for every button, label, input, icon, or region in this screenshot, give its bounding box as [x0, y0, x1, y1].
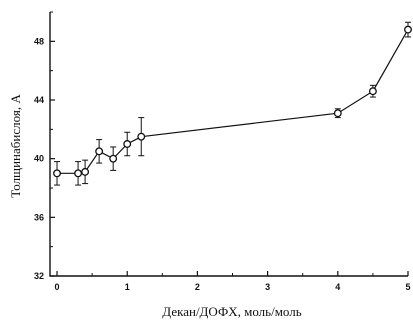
- axis-frame: [49, 12, 408, 277]
- x-axis-title: Декан/ДОФХ, моль/моль: [162, 304, 301, 319]
- y-tick-label: 36: [34, 212, 44, 222]
- data-point: [53, 169, 61, 178]
- data-point: [123, 140, 132, 148]
- y-tick-label: 40: [34, 154, 44, 164]
- x-tick-label: 0: [55, 282, 60, 292]
- data-point: [95, 147, 104, 156]
- x-tick-label: 3: [265, 282, 270, 292]
- data-point: [404, 25, 412, 34]
- y-tick-label: 32: [34, 271, 44, 281]
- y-axis-title: Толщинабислоя, А: [8, 94, 23, 198]
- x-tick-label: 4: [335, 282, 340, 292]
- x-tick-label: 2: [195, 282, 200, 292]
- series-line: [57, 29, 409, 174]
- data-point: [137, 132, 146, 141]
- x-ticks: 0 1 2 3 4 5: [55, 271, 411, 292]
- data-point: [81, 167, 90, 176]
- y-tick-label: 48: [34, 36, 44, 46]
- data-point: [109, 154, 118, 163]
- plot-area: 0 1 2 3 4 5 32 36 40 44 48: [34, 11, 412, 292]
- data-point: [333, 109, 342, 118]
- x-tick-label: 1: [125, 282, 130, 292]
- y-tick-label: 44: [34, 95, 44, 105]
- x-tick-label: 5: [405, 282, 410, 292]
- y-ticks: 32 36 40 44 48: [34, 11, 55, 281]
- data-point: [74, 169, 83, 178]
- error-bars: [54, 21, 411, 186]
- data-point: [368, 87, 377, 96]
- markers: [53, 25, 412, 178]
